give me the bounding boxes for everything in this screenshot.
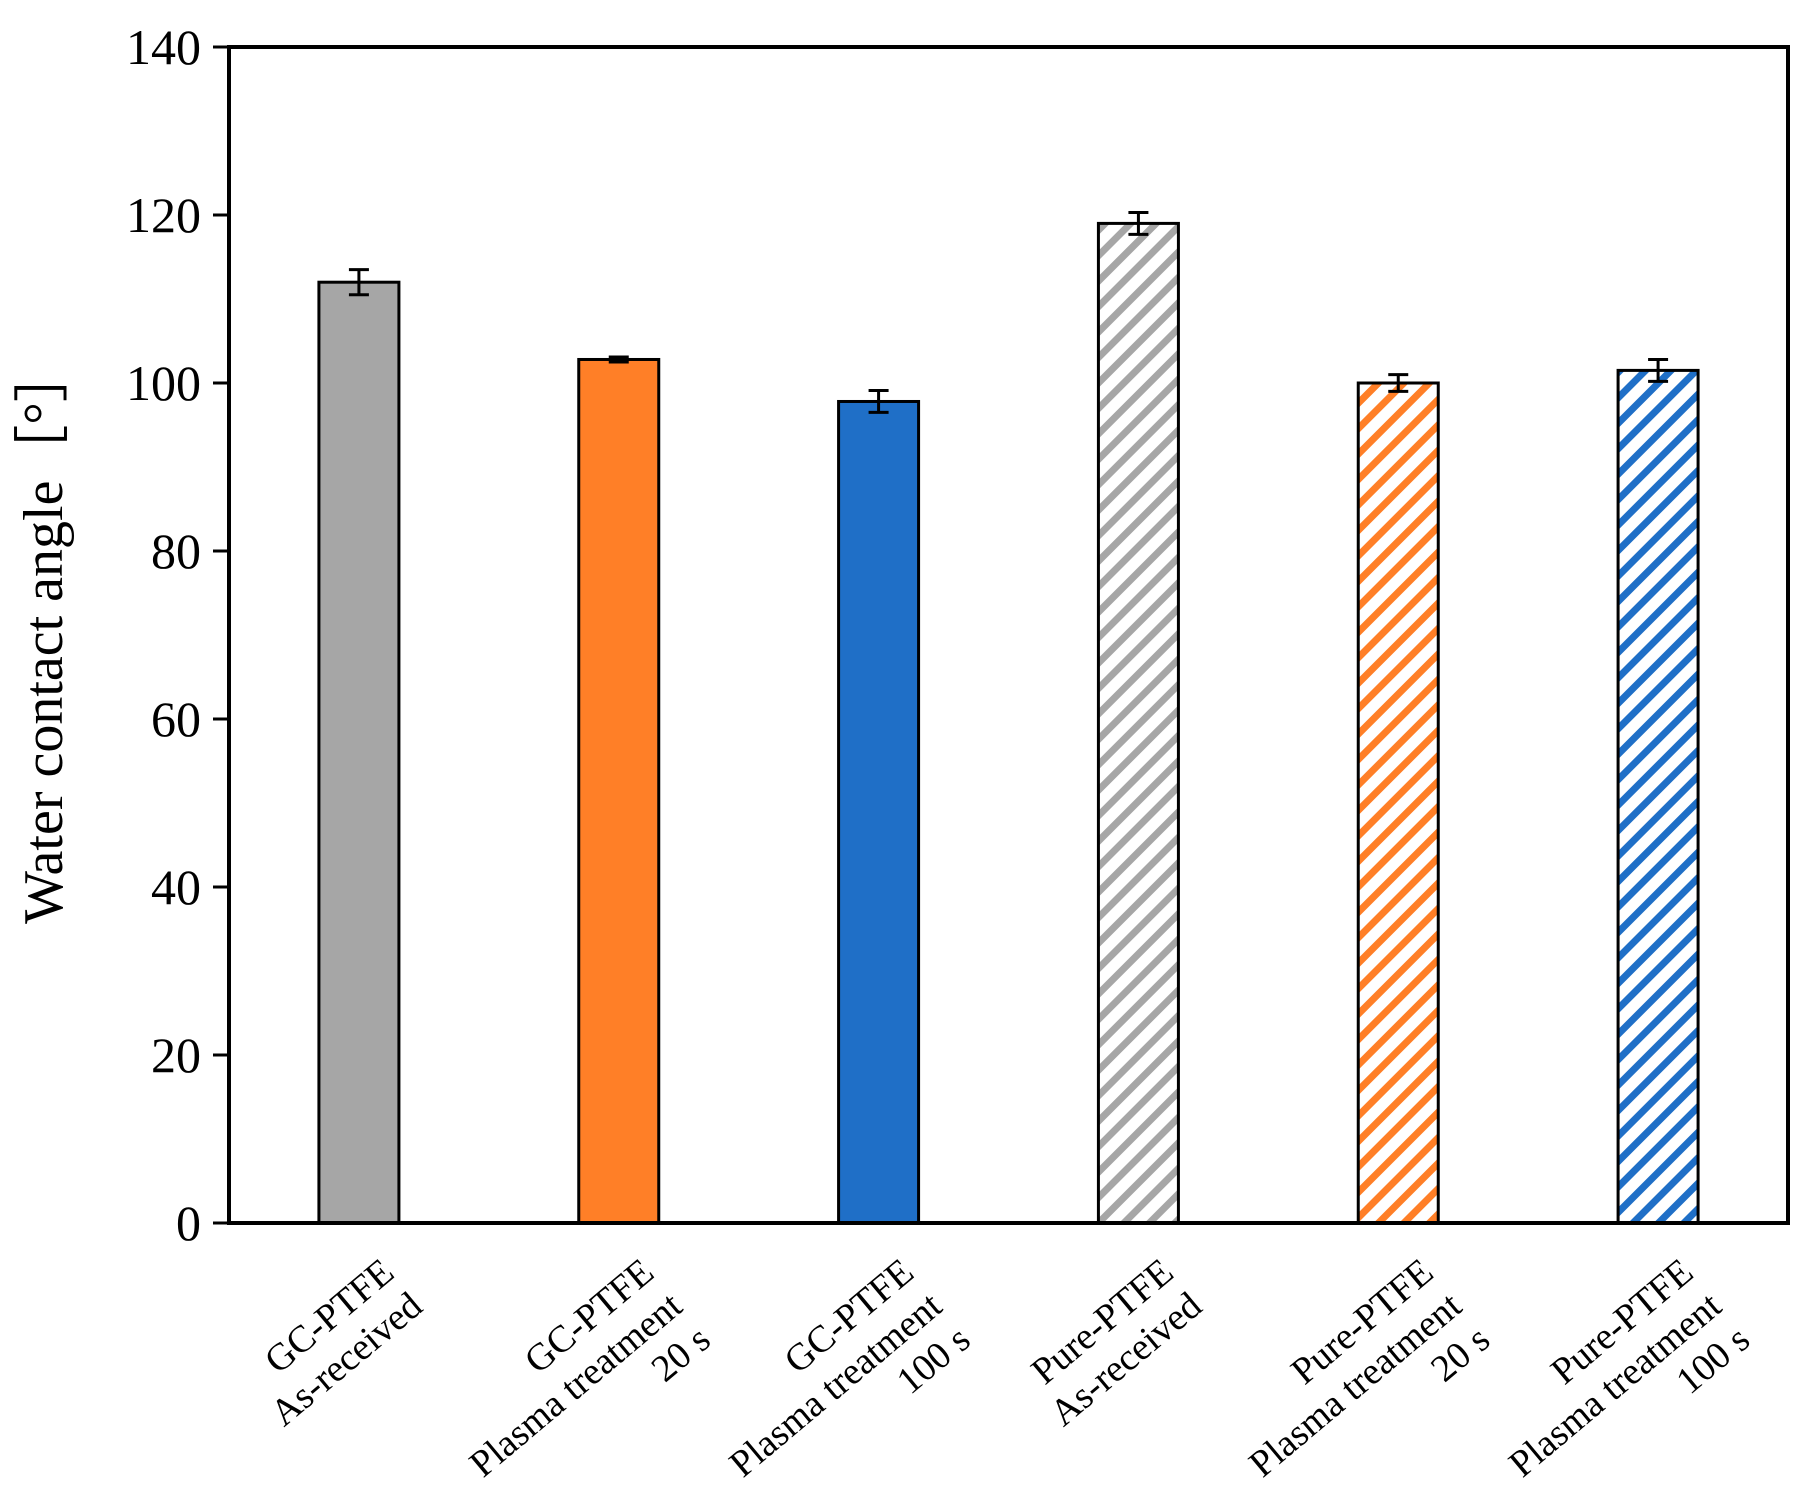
bar-4	[1096, 221, 1180, 1225]
error-bar-1	[348, 268, 369, 297]
y-axis-title: Water contact angle［°］	[13, 346, 75, 924]
x-category-label-4: Pure-PTFEAs-received	[1014, 1251, 1210, 1435]
error-bar-6	[1648, 357, 1669, 383]
y-tick-label: 60	[151, 691, 201, 747]
bar-5	[1356, 381, 1440, 1225]
error-bar-4	[1128, 210, 1149, 236]
x-category-label-1: GC-PTFEAs-received	[234, 1251, 430, 1435]
y-tick-label: 20	[151, 1027, 201, 1083]
x-category-label-3: GC-PTFEPlasma treatment100 s	[693, 1250, 978, 1487]
y-axis-ticks: 0 20 40 60 80 100 120 140	[126, 19, 229, 1251]
error-bar-2	[608, 355, 629, 364]
x-category-label-5: Pure-PTFEPlasma treatment20 s	[1213, 1250, 1498, 1487]
y-tick-label: 40	[151, 859, 201, 915]
y-tick-label: 80	[151, 523, 201, 579]
plot-area-frame	[227, 45, 1790, 1225]
bar-1	[317, 280, 401, 1225]
y-tick-label: 140	[126, 19, 201, 75]
bar-2	[577, 357, 661, 1225]
y-tick-label: 100	[126, 355, 201, 411]
bar-6	[1616, 368, 1700, 1225]
x-category-label-6: Pure-PTFEPlasma treatment100 s	[1473, 1250, 1758, 1487]
x-category-label-2: GC-PTFEPlasma treatment20 s	[434, 1250, 719, 1487]
y-tick-label: 0	[176, 1195, 201, 1251]
y-tick-label: 120	[126, 187, 201, 243]
error-bar-3	[868, 389, 889, 414]
error-bars-layer	[348, 210, 1669, 414]
error-bar-5	[1388, 373, 1409, 393]
bar-3	[837, 399, 921, 1225]
x-axis-category-labels: GC-PTFEAs-received GC-PTFEPlasma treatmen…	[234, 1250, 1758, 1487]
bars-layer	[317, 221, 1700, 1225]
